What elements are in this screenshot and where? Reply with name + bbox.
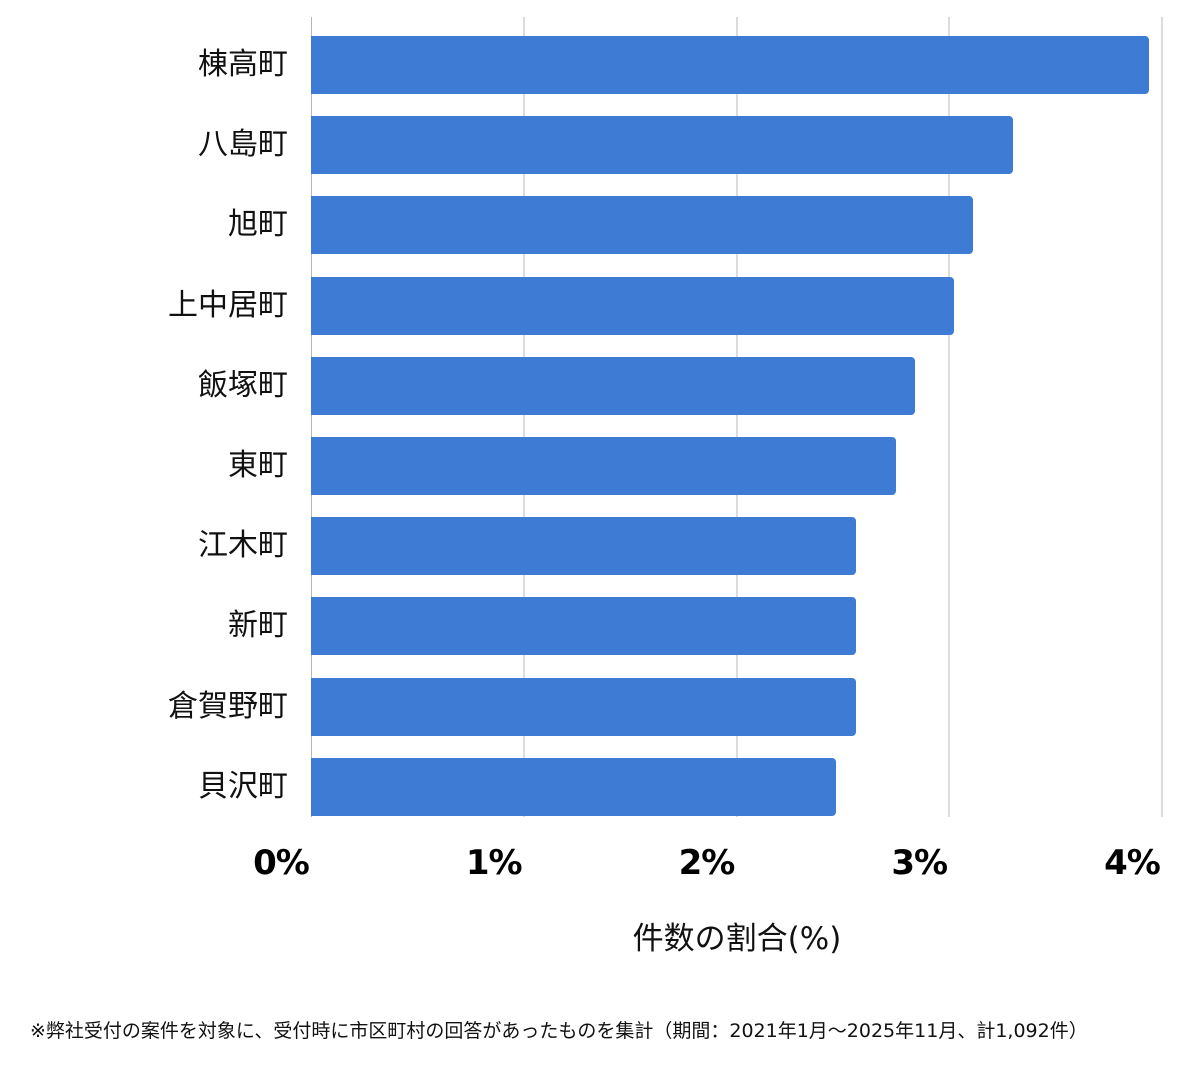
bar-row: 倉賀野町 [0,677,1200,736]
bar[interactable] [311,597,856,656]
x-tick-label: 2% [678,843,736,883]
bar[interactable] [311,36,1150,94]
bar[interactable] [311,437,897,495]
x-tick-label: 4% [1104,843,1161,883]
bar-row: 旭町 [0,196,1200,255]
bar-row: 棟高町 [0,36,1200,94]
bar-row: 飯塚町 [0,356,1200,415]
gridline [311,17,312,817]
footnote: ※弊社受付の案件を対象に、受付時に市区町村の回答があったものを集計（期間：202… [30,1020,1088,1042]
bar[interactable] [311,276,954,335]
category-label: 江木町 [198,528,288,564]
category-label: 上中居町 [168,287,288,323]
bar-row: 貝沢町 [0,757,1200,816]
bar-row: 上中居町 [0,276,1200,335]
bar[interactable] [311,196,973,255]
category-label: 飯塚町 [198,367,288,403]
bar-row: 東町 [0,437,1200,495]
x-axis-label: 件数の割合(%) [632,921,842,957]
x-tick-label: 0% [253,843,310,883]
x-tick-label: 3% [891,843,948,883]
x-tick-label: 1% [465,843,523,883]
category-label: 貝沢町 [198,768,288,804]
category-label: 倉賀野町 [168,688,288,724]
bar-row: 新町 [0,597,1200,656]
category-label: 東町 [228,448,288,483]
bar[interactable] [311,517,856,576]
category-label: 棟高町 [198,47,288,82]
gridline [522,17,525,817]
gridline [948,17,951,817]
bar-row: 江木町 [0,517,1200,576]
bar-row: 八島町 [0,116,1200,175]
bar[interactable] [311,356,916,415]
category-label: 八島町 [198,127,288,163]
category-label: 新町 [228,608,288,644]
category-label: 旭町 [228,207,288,243]
bar[interactable] [311,116,1014,175]
bar[interactable] [311,677,856,736]
gridline [1161,17,1163,817]
gridline [735,17,738,817]
bar[interactable] [311,757,837,816]
